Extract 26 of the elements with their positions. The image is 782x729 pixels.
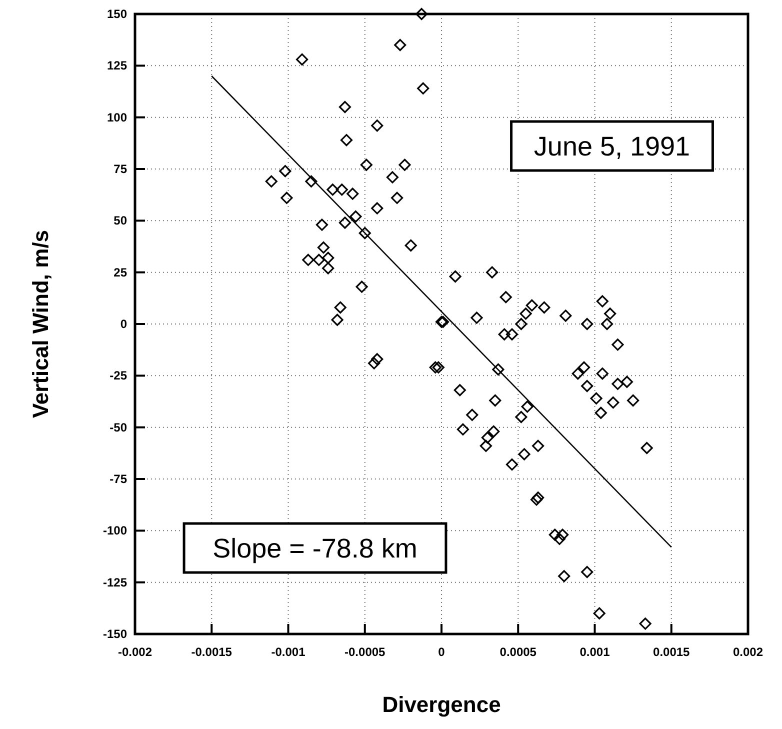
y-tick-label: -100 bbox=[102, 524, 128, 538]
annotation: June 5, 1991 bbox=[534, 132, 690, 162]
x-axis-title: Divergence bbox=[382, 692, 501, 717]
x-tick-label: 0.0005 bbox=[500, 645, 537, 659]
y-tick-label: 0 bbox=[120, 317, 128, 331]
y-tick-label: -75 bbox=[110, 472, 128, 486]
annotation: Slope = -78.8 km bbox=[212, 534, 418, 564]
x-tick-label: -0.0005 bbox=[344, 645, 386, 659]
y-tick-label: -25 bbox=[110, 368, 128, 383]
y-tick-label: -50 bbox=[110, 420, 128, 434]
y-tick-label: 150 bbox=[106, 7, 128, 21]
x-tick-label: 0.0015 bbox=[653, 645, 690, 659]
y-tick-label: 50 bbox=[114, 214, 128, 228]
y-tick-label: 75 bbox=[114, 162, 128, 176]
x-tick-label: -0.002 bbox=[118, 645, 152, 659]
y-tick-label: -125 bbox=[102, 575, 128, 590]
x-tick-label: 0.002 bbox=[732, 645, 764, 659]
x-tick-label: -0.001 bbox=[271, 645, 306, 659]
y-tick-label: 100 bbox=[106, 110, 128, 124]
y-axis-title: Vertical Wind, m/s bbox=[28, 230, 53, 418]
y-tick-label: -150 bbox=[102, 627, 128, 641]
x-tick-label: 0.001 bbox=[580, 645, 610, 659]
y-tick-label: 125 bbox=[106, 58, 128, 73]
x-tick-label: 0 bbox=[438, 645, 446, 659]
x-tick-label: -0.0015 bbox=[191, 645, 232, 659]
y-tick-label: 25 bbox=[114, 265, 128, 280]
